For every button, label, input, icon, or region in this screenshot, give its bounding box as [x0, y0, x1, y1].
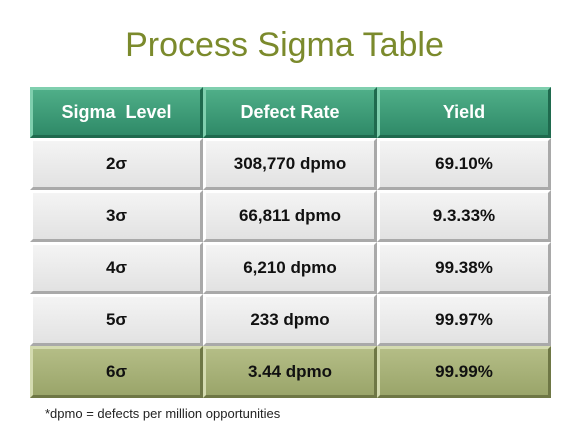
table-cell: 6σ	[30, 346, 203, 398]
table-cell: 3σ	[30, 190, 203, 242]
table-cell: 99.99%	[377, 346, 551, 398]
table-cell: 2σ	[30, 138, 203, 190]
header-cell: Yield	[377, 87, 551, 138]
table-cell: 308,770 dpmo	[203, 138, 377, 190]
table-cell: 9.3.33%	[377, 190, 551, 242]
table-cell: 233 dpmo	[203, 294, 377, 346]
table-cell: 4σ	[30, 242, 203, 294]
table-cell: 99.38%	[377, 242, 551, 294]
table-cell: 99.97%	[377, 294, 551, 346]
table-cell: 6,210 dpmo	[203, 242, 377, 294]
header-cell: Sigma Level	[30, 87, 203, 138]
footnote: *dpmo = defects per million opportunitie…	[45, 406, 281, 421]
title: Process Sigma Table	[125, 26, 444, 64]
table-cell: 5σ	[30, 294, 203, 346]
table-cell: 3.44 dpmo	[203, 346, 377, 398]
table-cell: 66,811 dpmo	[203, 190, 377, 242]
table-cell: 69.10%	[377, 138, 551, 190]
table: Sigma Level Defect Rate Yield 2σ 308,770 dpm…	[30, 87, 551, 398]
header-cell: Defect Rate	[203, 87, 377, 138]
